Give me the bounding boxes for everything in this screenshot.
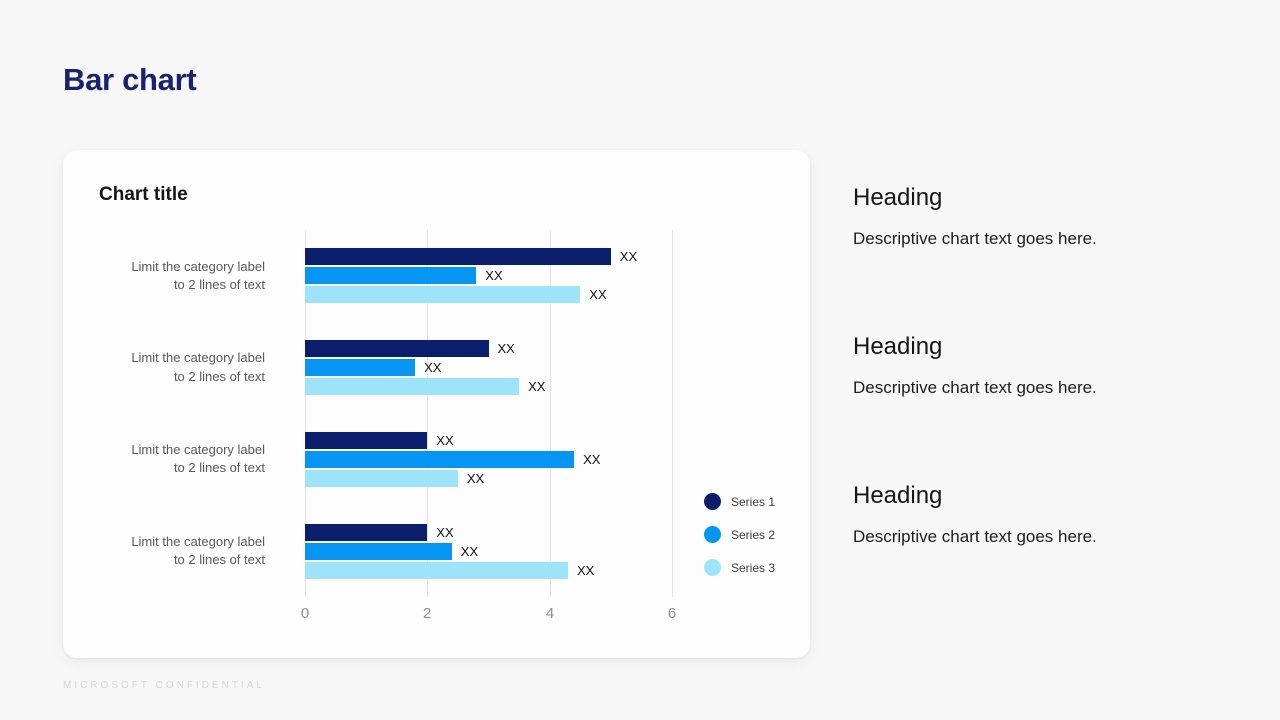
bar-group: XX XX XX — [305, 414, 672, 506]
bar-series-2 — [305, 542, 452, 560]
gridline — [550, 230, 551, 597]
bar-value-label: XX — [497, 341, 515, 357]
bar-series-3 — [305, 469, 458, 487]
bar-group: XX XX XX — [305, 230, 672, 322]
bar-series-2 — [305, 450, 575, 468]
bar-group: XX XX XX — [305, 322, 672, 414]
x-tick-label: 6 — [667, 605, 677, 622]
section-description: Descriptive chart text goes here. — [853, 527, 1097, 546]
bar-value-label: XX — [466, 470, 485, 486]
bar-groups: XX XX XX XX XX XX XX XX XX XX XX XX — [305, 230, 672, 597]
legend-item: Series 2 — [704, 526, 775, 543]
bar-series-3 — [305, 286, 581, 304]
gridline — [427, 230, 428, 597]
section-description: Descriptive chart text goes here. — [853, 229, 1097, 248]
legend-label: Series 3 — [731, 560, 776, 575]
chart-title: Chart title — [99, 184, 188, 205]
bar-series-1 — [305, 340, 489, 358]
bar-value-label: XX — [436, 432, 454, 448]
legend-item: Series 1 — [704, 493, 775, 510]
bar-value-label: XX — [436, 524, 454, 540]
category-label: Limit the category label to 2 lines of te… — [131, 350, 265, 384]
legend-swatch-icon — [704, 526, 721, 543]
slide-title: Bar chart — [63, 62, 197, 97]
x-tick-label: 0 — [300, 605, 310, 622]
chart-legend: Series 1 Series 2 Series 3 — [704, 493, 775, 576]
section-heading: Heading — [853, 184, 943, 211]
bar-group: XX XX XX — [305, 505, 672, 597]
bar-chart-plot-area: XX XX XX XX XX XX XX XX XX XX XX XX — [305, 230, 673, 597]
legend-swatch-icon — [704, 559, 721, 576]
legend-item: Series 3 — [704, 559, 775, 576]
text-section-3: Heading Descriptive chart text goes here… — [853, 482, 1193, 547]
legend-swatch-icon — [704, 493, 721, 510]
bar-series-2 — [305, 359, 416, 377]
bar-value-label: XX — [485, 268, 503, 284]
section-heading: Heading — [853, 482, 943, 509]
section-heading: Heading — [853, 333, 943, 360]
bar-series-1 — [305, 431, 428, 449]
category-labels-column: Limit the category label to 2 lines of te… — [93, 230, 265, 597]
gridline — [672, 230, 673, 597]
category-label: Limit the category label to 2 lines of te… — [131, 533, 265, 568]
legend-label: Series 1 — [731, 494, 776, 509]
category-label: Limit the category label to 2 lines of te… — [131, 442, 265, 476]
bar-value-label: XX — [424, 360, 442, 376]
bar-value-label: XX — [577, 562, 595, 578]
bar-value-label: XX — [528, 379, 546, 395]
bar-series-1 — [305, 523, 428, 541]
section-description: Descriptive chart text goes here. — [853, 378, 1097, 397]
bar-value-label: XX — [460, 543, 479, 559]
legend-label: Series 2 — [731, 527, 776, 542]
bar-series-3 — [305, 378, 520, 396]
bar-series-2 — [305, 267, 477, 285]
chart-card: Chart title Limit the category label to 2… — [63, 150, 810, 658]
x-tick-label: 2 — [422, 605, 432, 622]
text-section-1: Heading Descriptive chart text goes here… — [853, 184, 1193, 249]
x-tick-label: 4 — [545, 605, 555, 622]
gridline — [305, 230, 306, 597]
text-section-2: Heading Descriptive chart text goes here… — [853, 333, 1193, 398]
confidential-footer: MICROSOFT CONFIDENTIAL — [63, 680, 265, 691]
bar-series-3 — [305, 561, 568, 579]
bar-value-label: XX — [589, 287, 607, 303]
bar-value-label: XX — [619, 249, 638, 265]
bar-value-label: XX — [583, 451, 601, 467]
bar-series-1 — [305, 248, 611, 266]
category-label: Limit the category label to 2 lines of te… — [131, 258, 265, 292]
